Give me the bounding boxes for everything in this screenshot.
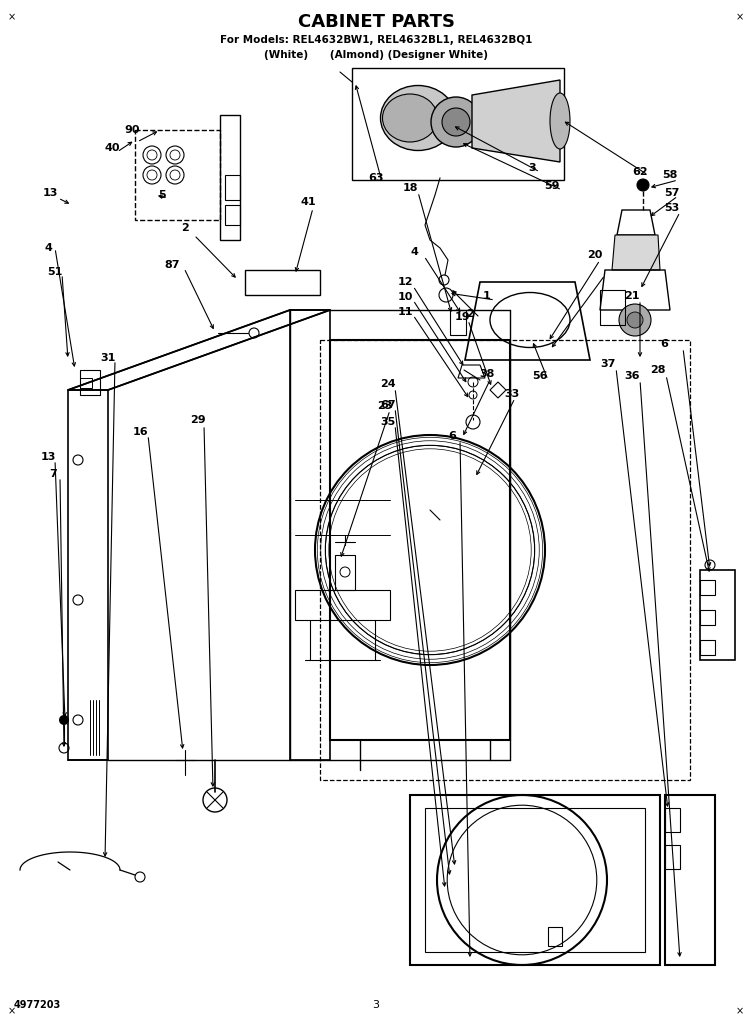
Text: 3: 3	[528, 163, 536, 173]
Text: ×: ×	[8, 1006, 16, 1016]
Circle shape	[442, 108, 470, 136]
Text: 59: 59	[544, 181, 559, 191]
Text: (White)      (Almond) (Designer White): (White) (Almond) (Designer White)	[264, 50, 488, 60]
Text: 24: 24	[381, 379, 396, 389]
Text: 37: 37	[600, 359, 616, 369]
Text: 13: 13	[41, 452, 56, 462]
Text: 18: 18	[402, 183, 418, 193]
Text: ×: ×	[736, 12, 744, 22]
Text: 1: 1	[483, 291, 491, 301]
Text: For Models: REL4632BW1, REL4632BL1, REL4632BQ1: For Models: REL4632BW1, REL4632BL1, REL4…	[220, 35, 532, 45]
Ellipse shape	[381, 85, 456, 150]
Text: 7: 7	[49, 469, 57, 479]
Text: 23: 23	[378, 401, 393, 411]
Circle shape	[637, 179, 649, 191]
Circle shape	[431, 97, 481, 147]
Text: 11: 11	[397, 307, 413, 317]
Text: 28: 28	[650, 365, 666, 375]
Text: 67: 67	[381, 400, 396, 410]
Circle shape	[619, 304, 651, 336]
Text: 62: 62	[632, 167, 647, 177]
Text: 36: 36	[624, 371, 640, 381]
Text: 6: 6	[660, 339, 668, 348]
Text: 53: 53	[664, 203, 680, 213]
Text: ×: ×	[8, 12, 16, 22]
Text: 19: 19	[454, 313, 470, 322]
Text: 12: 12	[397, 277, 413, 287]
Text: 3: 3	[372, 1000, 380, 1009]
Text: 13: 13	[42, 188, 58, 198]
Text: 4: 4	[410, 247, 418, 257]
Text: 35: 35	[381, 417, 396, 427]
Text: 41: 41	[300, 197, 316, 207]
Text: 56: 56	[532, 371, 547, 381]
Ellipse shape	[383, 94, 438, 142]
Polygon shape	[472, 80, 560, 162]
Text: 33: 33	[505, 389, 520, 399]
Text: 16: 16	[132, 427, 148, 437]
Text: 4977203: 4977203	[14, 1000, 61, 1009]
Circle shape	[627, 313, 643, 328]
Ellipse shape	[550, 93, 570, 149]
Text: ×: ×	[736, 1006, 744, 1016]
Text: 20: 20	[587, 250, 602, 260]
Text: 63: 63	[368, 173, 384, 183]
Text: 40: 40	[105, 143, 120, 153]
Text: 2: 2	[181, 223, 189, 233]
Text: 57: 57	[664, 188, 680, 198]
Text: CABINET PARTS: CABINET PARTS	[298, 13, 454, 31]
Text: 2: 2	[466, 309, 474, 319]
Text: 6: 6	[448, 431, 456, 441]
Text: 87: 87	[164, 260, 180, 270]
Polygon shape	[612, 235, 660, 270]
Text: 90: 90	[124, 125, 140, 135]
Text: 31: 31	[100, 353, 116, 363]
Text: 21: 21	[624, 291, 640, 301]
Text: 58: 58	[663, 170, 678, 180]
Circle shape	[59, 715, 69, 725]
Text: 4: 4	[44, 243, 52, 253]
Text: 10: 10	[397, 292, 413, 302]
Text: 51: 51	[47, 267, 62, 277]
Text: 5: 5	[158, 190, 165, 200]
Text: 29: 29	[190, 415, 206, 425]
Text: 38: 38	[479, 369, 495, 379]
